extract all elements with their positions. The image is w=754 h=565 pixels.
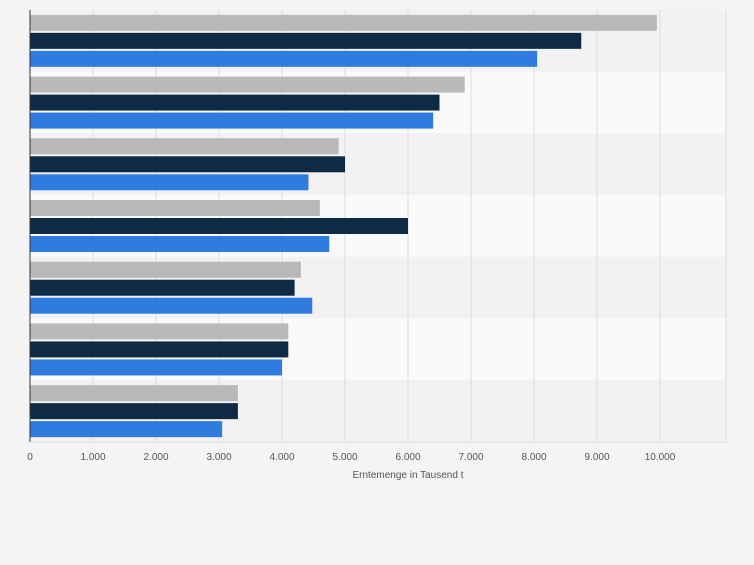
- bar: [30, 32, 582, 49]
- bar: [30, 323, 289, 340]
- x-tick-label: 4.000: [269, 452, 294, 463]
- bar: [30, 200, 320, 216]
- bar: [30, 261, 301, 278]
- bar: [30, 138, 339, 155]
- bar: [30, 421, 223, 438]
- bar: [30, 94, 440, 111]
- bar: [30, 218, 408, 234]
- x-axis-title: Erntemenge in Tausend t: [352, 470, 463, 481]
- bar: [30, 156, 345, 173]
- x-tick-label: 10.000: [645, 452, 676, 463]
- x-tick-label: 6.000: [395, 452, 420, 463]
- x-tick-label: 3.000: [206, 452, 231, 463]
- bar: [30, 403, 238, 420]
- bar: [30, 297, 313, 314]
- bar: [30, 76, 465, 93]
- x-tick-label: 1.000: [80, 452, 105, 463]
- x-tick-label: 9.000: [584, 452, 609, 463]
- x-tick-label: 0: [27, 452, 33, 463]
- bar: [30, 50, 538, 67]
- bar: [30, 112, 434, 129]
- bar: [30, 279, 295, 296]
- x-tick-label: 7.000: [458, 452, 483, 463]
- bar: [30, 14, 657, 31]
- bar: [30, 341, 289, 358]
- x-tick-label: 8.000: [521, 452, 546, 463]
- bar: [30, 359, 282, 376]
- x-tick-label: 2.000: [143, 452, 168, 463]
- x-tick-label: 5.000: [332, 452, 357, 463]
- bar: [30, 174, 309, 191]
- bar: [30, 385, 238, 402]
- bar: [30, 236, 330, 252]
